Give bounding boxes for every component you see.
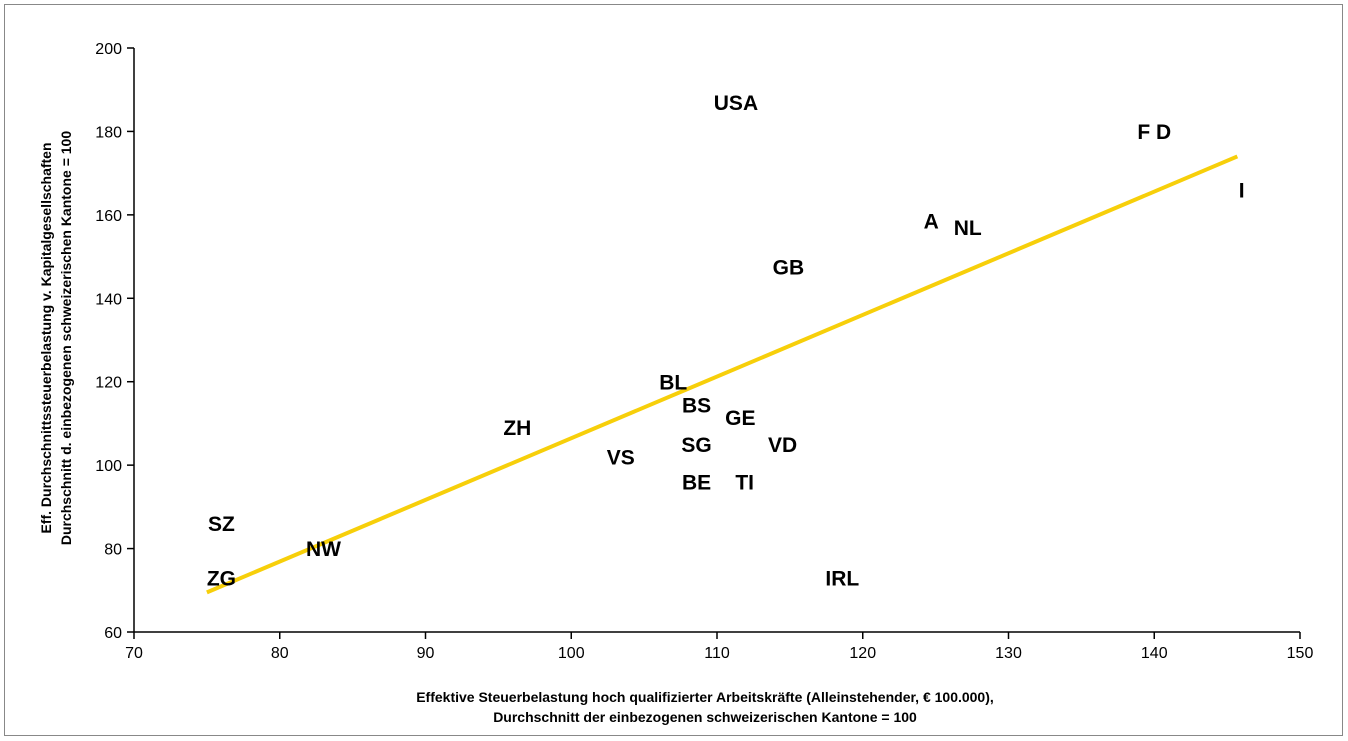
data-point-label: GB (773, 257, 805, 280)
y-tick-label: 200 (95, 41, 122, 58)
x-tick-label: 70 (125, 645, 143, 662)
data-point-label: BS (682, 394, 711, 417)
x-tick-label: 150 (1287, 645, 1314, 662)
data-point-label: BE (682, 471, 711, 494)
y-tick-label: 140 (95, 291, 122, 308)
data-point-label: ZH (503, 417, 531, 440)
x-tick-label: 120 (849, 645, 876, 662)
x-tick-label: 80 (271, 645, 289, 662)
y-axis-title-line: Durchschnitt d. einbezogenen schweizeris… (58, 131, 74, 545)
data-point-label: ZG (207, 567, 236, 590)
x-tick-label: 140 (1141, 645, 1168, 662)
data-point-label: VS (607, 446, 635, 469)
chart-frame (4, 4, 1343, 736)
y-axis-title-line: Eff. Durchschnittssteuerbelastung v. Kap… (38, 142, 54, 533)
x-axis-title-line: Durchschnitt der einbezogenen schweizeri… (493, 709, 917, 725)
data-point-label: SG (681, 434, 711, 457)
data-point-label: GE (725, 407, 755, 430)
data-point-label: I (1239, 179, 1245, 202)
y-tick-label: 180 (95, 124, 122, 141)
data-point-label: USA (714, 92, 758, 115)
data-point-label: A (924, 211, 939, 234)
data-point-label: BL (659, 371, 687, 394)
y-tick-label: 60 (104, 625, 122, 642)
x-tick-label: 90 (417, 645, 435, 662)
data-point-label: NL (954, 217, 982, 240)
y-tick-label: 100 (95, 458, 122, 475)
data-point-label: VD (768, 434, 797, 457)
data-point-label: F D (1137, 121, 1171, 144)
data-point-label: TI (735, 471, 754, 494)
trendline (206, 154, 1239, 595)
x-tick-label: 100 (558, 645, 585, 662)
data-point-label: SZ (208, 513, 235, 536)
y-tick-label: 80 (104, 542, 122, 559)
x-tick-label: 130 (995, 645, 1022, 662)
data-point-label: NW (306, 538, 341, 561)
y-tick-label: 160 (95, 208, 122, 225)
x-axis-title-line: Effektive Steuerbelastung hoch qualifizi… (416, 689, 994, 705)
data-point-label: IRL (825, 567, 859, 590)
x-tick-label: 110 (704, 645, 730, 662)
y-tick-label: 120 (95, 375, 122, 392)
